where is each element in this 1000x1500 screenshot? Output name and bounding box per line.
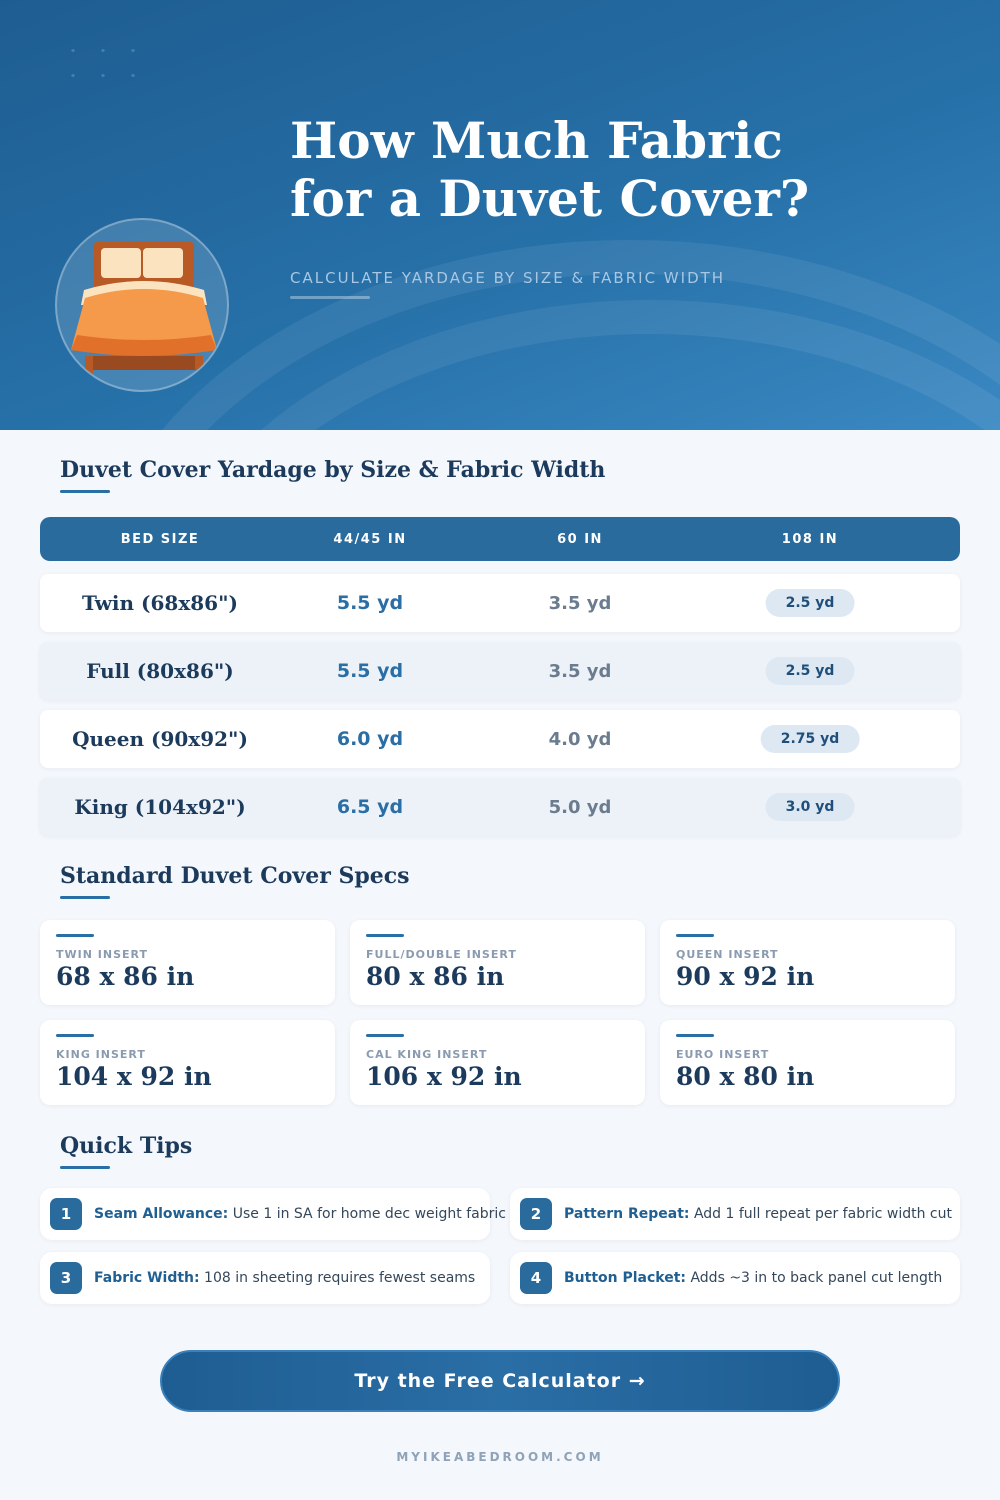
yardage-108in-badge: 2.75 yd <box>760 725 860 753</box>
tip-label: Button Placket: <box>564 1270 687 1286</box>
column-header: BED SIZE <box>120 531 200 547</box>
table-row: King (104x92") 6.5 yd 5.0 yd 3.0 yd <box>40 778 960 836</box>
yardage-section-title: Duvet Cover Yardage by Size & Fabric Wid… <box>60 457 606 483</box>
card-accent <box>56 1034 94 1037</box>
title-line: for a Duvet Cover? <box>290 169 810 228</box>
card-accent <box>676 934 714 937</box>
tip-text: Use 1 in SA for home dec weight fabric <box>228 1206 506 1222</box>
table-row: Twin (68x86") 5.5 yd 3.5 yd 2.5 yd <box>40 574 960 632</box>
spec-value: 68 x 86 in <box>56 962 195 991</box>
tip-number: 1 <box>50 1198 82 1230</box>
spec-value: 90 x 92 in <box>676 962 815 991</box>
tip-label: Fabric Width: <box>94 1270 200 1286</box>
card-accent <box>676 1034 714 1037</box>
section-underline <box>60 896 110 899</box>
yardage-60in: 4.0 yd <box>548 728 612 750</box>
hero-banner: How Much Fabric for a Duvet Cover? CALCU… <box>0 0 1000 430</box>
yardage-44in: 5.5 yd <box>336 592 404 614</box>
section-underline <box>60 1166 110 1169</box>
card-accent <box>366 934 404 937</box>
tip-item: 3 Fabric Width: 108 in sheeting requires … <box>40 1252 490 1304</box>
tip-item: 2 Pattern Repeat: Add 1 full repeat per f… <box>510 1188 960 1240</box>
bed-illustration <box>55 218 229 392</box>
bed-size: Full (80x86") <box>86 659 234 683</box>
tip-number: 4 <box>520 1262 552 1294</box>
spec-label: TWIN INSERT <box>56 948 148 961</box>
spec-label: EURO INSERT <box>676 1048 770 1061</box>
yardage-44in: 5.5 yd <box>336 660 404 682</box>
table-row: Full (80x86") 5.5 yd 3.5 yd 2.5 yd <box>40 642 960 700</box>
tip-label: Pattern Repeat: <box>564 1206 690 1222</box>
spec-value: 80 x 86 in <box>366 962 505 991</box>
spec-card: FULL/DOUBLE INSERT 80 x 86 in <box>350 920 645 1005</box>
yardage-44in: 6.5 yd <box>336 796 404 818</box>
free-calculator-button[interactable]: Try the Free Calculator → <box>160 1350 840 1412</box>
subtitle-underline <box>290 296 370 299</box>
bed-size: Queen (90x92") <box>72 727 248 751</box>
spec-value: 104 x 92 in <box>56 1062 212 1091</box>
yardage-60in: 3.5 yd <box>548 660 612 682</box>
specs-section-title: Standard Duvet Cover Specs <box>60 863 410 889</box>
bed-icon <box>71 242 217 376</box>
title-line: How Much Fabric <box>290 111 783 170</box>
spec-value: 106 x 92 in <box>366 1062 522 1091</box>
card-accent <box>56 934 94 937</box>
tip-item: 1 Seam Allowance: Use 1 in SA for home de… <box>40 1188 506 1240</box>
bed-size: Twin (68x86") <box>82 591 238 615</box>
spec-label: QUEEN INSERT <box>676 948 779 961</box>
spec-card: KING INSERT 104 x 92 in <box>40 1020 335 1105</box>
tip-text: Adds ~3 in to back panel cut length <box>686 1270 943 1286</box>
tip-text: 108 in sheeting requires fewest seams <box>199 1270 476 1286</box>
subtitle: CALCULATE YARDAGE BY SIZE & FABRIC WIDTH <box>290 269 726 287</box>
yardage-60in: 3.5 yd <box>548 592 612 614</box>
bed-size: King (104x92") <box>74 795 246 819</box>
decorative-dots <box>58 38 158 98</box>
card-accent <box>366 1034 404 1037</box>
tip-label: Seam Allowance: <box>94 1206 229 1222</box>
column-header: 60 IN <box>557 531 603 547</box>
yardage-108in-badge: 2.5 yd <box>765 657 855 685</box>
page-title: How Much Fabric for a Duvet Cover? <box>290 112 809 228</box>
spec-card: CAL KING INSERT 106 x 92 in <box>350 1020 645 1105</box>
spec-value: 80 x 80 in <box>676 1062 815 1091</box>
yardage-108in-badge: 2.5 yd <box>765 589 855 617</box>
spec-card: QUEEN INSERT 90 x 92 in <box>660 920 955 1005</box>
column-header: 108 IN <box>781 531 839 547</box>
spec-label: FULL/DOUBLE INSERT <box>366 948 517 961</box>
section-underline <box>60 490 110 493</box>
tip-item: 4 Button Placket: Adds ~3 in to back pane… <box>510 1252 960 1304</box>
yardage-44in: 6.0 yd <box>336 728 404 750</box>
spec-label: KING INSERT <box>56 1048 146 1061</box>
spec-card: TWIN INSERT 68 x 86 in <box>40 920 335 1005</box>
footer-site: MYIKEABEDROOM.COM <box>396 1450 604 1464</box>
table-row: Queen (90x92") 6.0 yd 4.0 yd 2.75 yd <box>40 710 960 768</box>
tips-section-title: Quick Tips <box>60 1133 193 1159</box>
spec-card: EURO INSERT 80 x 80 in <box>660 1020 955 1105</box>
tip-number: 2 <box>520 1198 552 1230</box>
tip-number: 3 <box>50 1262 82 1294</box>
table-header: BED SIZE 44/45 IN 60 IN 108 IN <box>40 517 960 561</box>
yardage-60in: 5.0 yd <box>548 796 612 818</box>
yardage-108in-badge: 3.0 yd <box>765 793 855 821</box>
tip-text: Add 1 full repeat per fabric width cut <box>689 1206 952 1222</box>
spec-label: CAL KING INSERT <box>366 1048 488 1061</box>
column-header: 44/45 IN <box>333 531 407 547</box>
